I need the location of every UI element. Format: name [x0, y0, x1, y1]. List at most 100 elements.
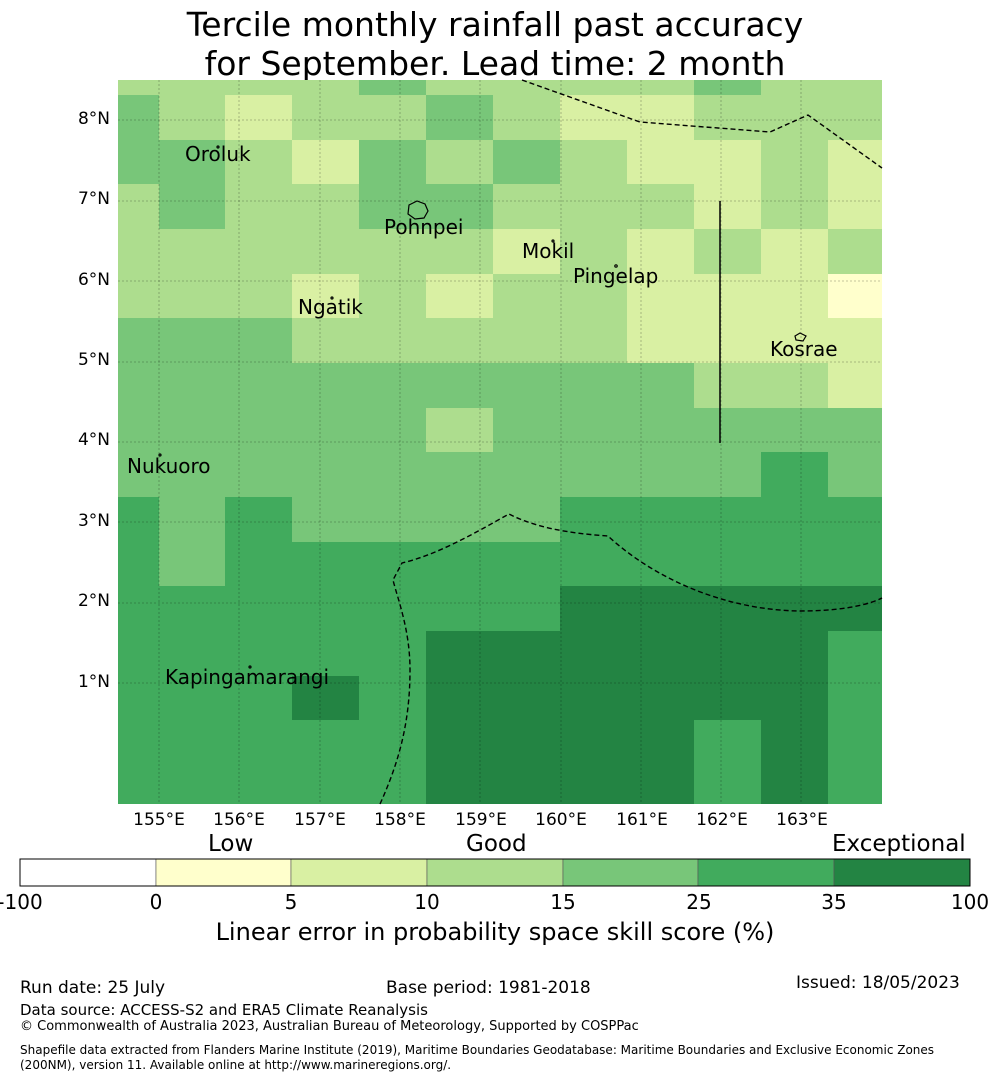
grid-cell	[761, 452, 828, 497]
grid-cell	[627, 676, 694, 720]
grid-cell	[225, 184, 292, 229]
skill-grid	[118, 80, 882, 804]
grid-cell	[159, 452, 225, 497]
grid-cell	[292, 542, 359, 586]
lat-label: 3°N	[77, 511, 110, 531]
island-nukuoro	[158, 453, 162, 457]
grid-cell	[560, 676, 627, 720]
place-label-pingelap: Pingelap	[573, 264, 659, 288]
grid-cell	[560, 408, 627, 452]
grid-cell	[627, 765, 694, 804]
grid-cell	[694, 676, 761, 720]
colorbar-tick-label: 5	[284, 890, 298, 914]
colorbar-tick-label: 10	[414, 890, 440, 914]
colorbar-tick-label: -100	[0, 890, 43, 914]
grid-cell	[828, 631, 882, 676]
grid-cell	[118, 318, 159, 363]
grid-cell	[426, 184, 493, 229]
grid-cell	[493, 363, 560, 408]
legend-category-good: Good	[466, 831, 527, 857]
grid-cell	[118, 408, 159, 452]
grid-cell	[359, 408, 426, 452]
lat-label: 7°N	[77, 189, 110, 209]
lat-label: 5°N	[77, 350, 110, 370]
grid-cell	[560, 720, 627, 765]
grid-cell	[426, 676, 493, 720]
lon-label: 155°E	[133, 810, 185, 830]
grid-cell	[426, 765, 493, 804]
grid-cell	[292, 765, 359, 804]
grid-cell	[694, 140, 761, 184]
grid-cell	[159, 586, 225, 631]
issued-date: Issued: 18/05/2023	[796, 973, 960, 993]
colorbar-segment	[562, 858, 699, 887]
lat-label: 6°N	[77, 270, 110, 290]
grid-cell	[225, 318, 292, 363]
grid-cell	[761, 676, 828, 720]
grid-cell	[560, 765, 627, 804]
grid-cell	[118, 363, 159, 408]
grid-cell	[761, 363, 828, 408]
grid-cell	[359, 631, 426, 676]
grid-cell	[292, 408, 359, 452]
grid-cell	[426, 408, 493, 452]
grid-cell	[493, 318, 560, 363]
grid-cell	[426, 452, 493, 497]
grid-cell	[627, 720, 694, 765]
grid-cell	[292, 631, 359, 676]
grid-cell	[426, 318, 493, 363]
lon-label: 161°E	[616, 810, 668, 830]
grid-cell	[828, 765, 882, 804]
grid-cell	[761, 184, 828, 229]
grid-cell	[627, 363, 694, 408]
map-title-line-2: for September. Lead time: 2 month	[204, 44, 786, 83]
lon-label: 163°E	[776, 810, 828, 830]
grid-cell	[359, 363, 426, 408]
lon-label: 158°E	[374, 810, 426, 830]
data-source: Data source: ACCESS-S2 and ERA5 Climate …	[20, 1001, 428, 1019]
grid-cell	[118, 542, 159, 586]
grid-cell	[560, 95, 627, 140]
grid-cell	[426, 140, 493, 184]
grid-cell	[828, 95, 882, 140]
grid-cell	[359, 274, 426, 318]
grid-cell	[560, 363, 627, 408]
base-period: Base period: 1981-2018	[386, 978, 591, 998]
grid-cell	[359, 542, 426, 586]
grid-cell	[159, 542, 225, 586]
grid-cell	[828, 318, 882, 363]
grid-cell	[694, 95, 761, 140]
grid-cell	[292, 95, 359, 140]
eez-boundary-south	[379, 513, 883, 805]
grid-cell	[694, 318, 761, 363]
grid-cell	[359, 676, 426, 720]
grid-cell	[159, 497, 225, 542]
grid-cell	[225, 720, 292, 765]
grid-cell	[627, 184, 694, 229]
grid-cell	[159, 95, 225, 140]
grid-cell	[426, 229, 493, 274]
grid-cell	[426, 631, 493, 676]
grid-cell	[426, 363, 493, 408]
colorbar-segment	[155, 858, 292, 887]
grid-cell	[694, 452, 761, 497]
island-outlines	[158, 145, 807, 669]
island-kapingamarangi	[248, 665, 252, 669]
grid-cell	[627, 408, 694, 452]
colorbar	[19, 858, 971, 887]
grid-cell	[118, 765, 159, 804]
grid-cell	[694, 720, 761, 765]
grid-cell	[292, 363, 359, 408]
grid-cell	[694, 542, 761, 586]
lat-label: 8°N	[77, 109, 110, 129]
grid-cell	[828, 452, 882, 497]
grid-cell	[694, 586, 761, 631]
grid-cell	[159, 80, 225, 95]
grid-cell	[292, 274, 359, 318]
grid-cell	[118, 229, 159, 274]
grid-cell	[225, 497, 292, 542]
grid-cell	[426, 274, 493, 318]
grid-cell	[359, 586, 426, 631]
grid-cell	[118, 631, 159, 676]
grid-cell	[118, 140, 159, 184]
